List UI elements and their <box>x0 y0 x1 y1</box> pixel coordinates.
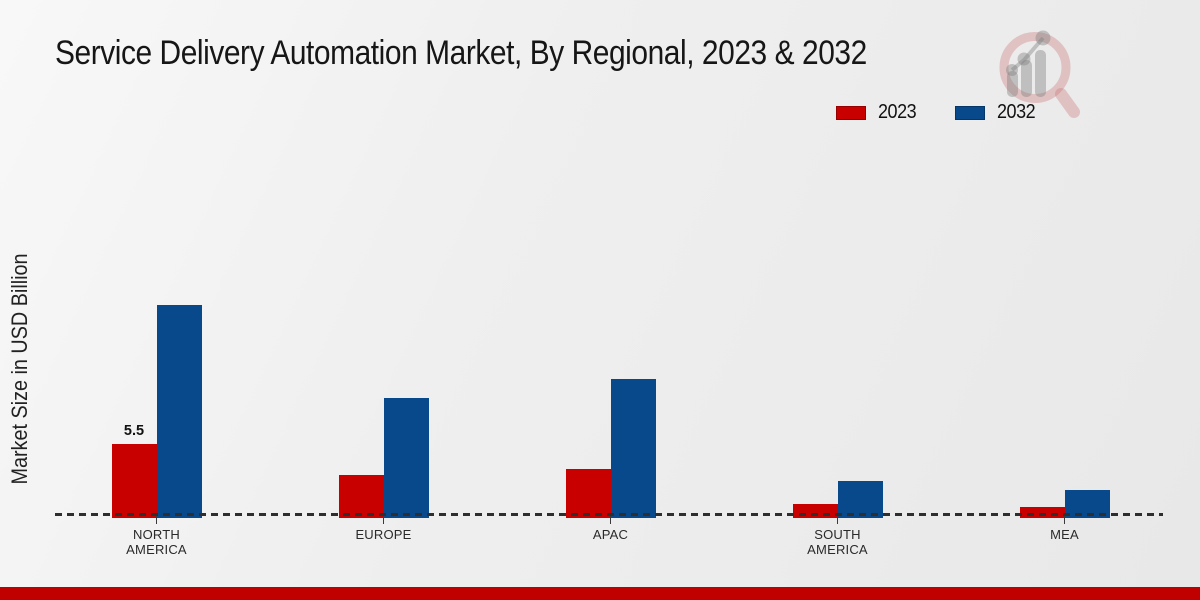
bar-2032-south-america <box>837 481 883 518</box>
bar-2032-north-america <box>156 305 202 518</box>
x-axis-label-apac: APAC <box>592 527 629 542</box>
x-axis-label-europe: EUROPE <box>355 527 412 542</box>
x-axis-label-mea: MEA <box>1050 527 1079 542</box>
x-axis-label-south-america: SOUTH AMERICA <box>807 527 868 557</box>
x-axis-dashed-line <box>55 513 1163 516</box>
legend-label-2032: 2032 <box>996 101 1036 123</box>
bar-2023-mea <box>1019 507 1065 518</box>
footer-accent-bar <box>0 587 1200 600</box>
magnifier-growth-chart-logo <box>999 30 1080 118</box>
x-axis-tick-europe <box>382 515 385 524</box>
legend: 2023 2032 <box>836 101 1039 124</box>
legend-swatch-2023 <box>836 105 866 120</box>
bar-2032-europe <box>383 398 429 518</box>
bar-2023-europe <box>338 475 384 518</box>
bar-value-label-2023-north-america: 5.5 <box>123 423 145 439</box>
chart-title: Service Delivery Automation Market, By R… <box>55 34 867 72</box>
legend-item-2023: 2023 <box>836 101 921 124</box>
bar-2023-south-america <box>792 504 838 518</box>
x-axis-label-north-america: NORTH AMERICA <box>126 527 187 557</box>
legend-label-2023: 2023 <box>878 101 917 123</box>
legend-swatch-2032 <box>954 105 985 120</box>
bar-2032-apac <box>610 379 656 518</box>
x-axis-tick-apac <box>609 515 612 524</box>
x-axis-tick-south-america <box>836 515 839 524</box>
magnifier-icon <box>999 32 1080 118</box>
bar-2023-north-america <box>111 444 157 518</box>
bar-2023-apac <box>565 469 611 518</box>
x-axis-tick-north-america <box>155 515 158 524</box>
legend-item-2032: 2032 <box>954 101 1040 124</box>
growth-bars-icon <box>1006 30 1051 97</box>
x-axis-tick-mea <box>1063 515 1066 524</box>
